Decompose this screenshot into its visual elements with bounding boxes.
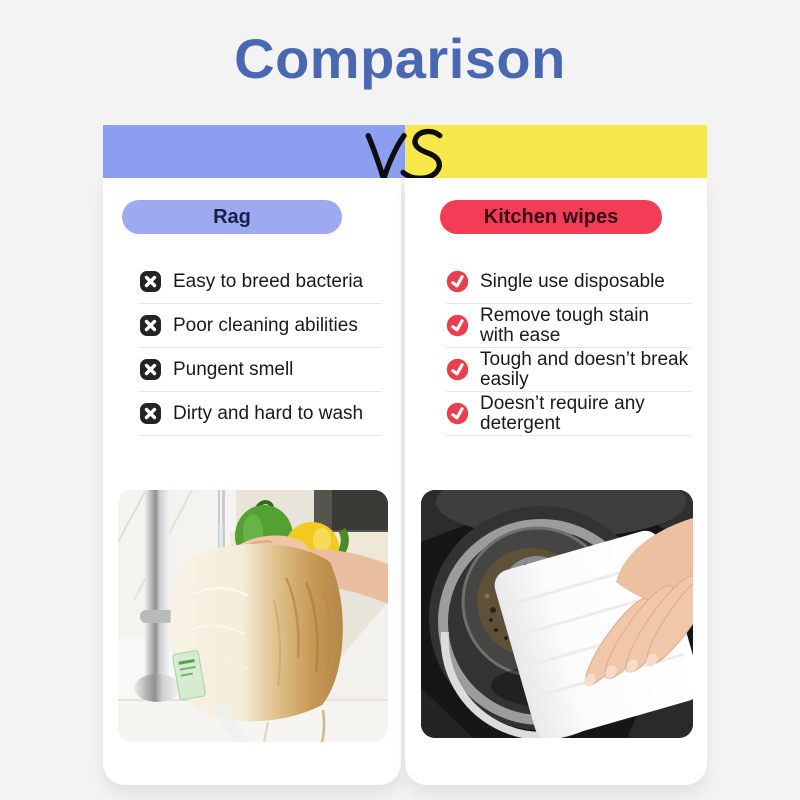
list-item-label: Single use disposable: [480, 270, 665, 292]
kitchen-wipes-header-pill: Kitchen wipes: [440, 200, 662, 234]
rag-card: Rag Easy to breed bacteria Poor cleaning…: [103, 178, 401, 785]
list-item: Tough and doesn’t break easily: [446, 348, 691, 392]
page-title: Comparison: [234, 27, 566, 90]
kitchen-wipes-header-label: Kitchen wipes: [483, 205, 619, 228]
rag-header-pill: Rag: [122, 200, 342, 234]
list-item: Easy to breed bacteria: [139, 260, 382, 304]
vs-banner: [103, 125, 707, 189]
cross-icon: [139, 402, 162, 425]
list-item: Dirty and hard to wash: [139, 392, 382, 436]
list-item-label: Remove tough stain with ease: [480, 304, 649, 346]
list-item-label: Pungent smell: [173, 358, 294, 380]
check-icon: [446, 314, 469, 337]
list-item: Pungent smell: [139, 348, 382, 392]
list-item: Doesn’t require any detergent: [446, 392, 691, 436]
list-item-label: Doesn’t require any detergent: [480, 392, 645, 434]
rag-photo: [118, 490, 388, 742]
rag-cons-list: Easy to breed bacteria Poor cleaning abi…: [103, 260, 401, 436]
vs-lettering: [365, 128, 443, 189]
wipes-pros-list: Single use disposable Remove tough stain…: [405, 260, 707, 436]
cross-icon: [139, 358, 162, 381]
banner-right-yellow: [405, 125, 707, 178]
banner-left-blue: [103, 125, 405, 178]
wipes-photo: [421, 490, 693, 738]
list-item: Single use disposable: [446, 260, 691, 304]
check-icon: [446, 270, 469, 293]
list-item: Remove tough stain with ease: [446, 304, 691, 348]
check-icon: [446, 358, 469, 381]
list-item: Poor cleaning abilities: [139, 304, 382, 348]
check-icon: [446, 402, 469, 425]
list-item-label: Dirty and hard to wash: [173, 402, 364, 424]
cross-icon: [139, 270, 162, 293]
list-item-label: Poor cleaning abilities: [173, 314, 358, 336]
list-item-label: Easy to breed bacteria: [173, 270, 364, 292]
list-item-label: Tough and doesn’t break easily: [480, 348, 689, 390]
rag-header-label: Rag: [213, 205, 251, 228]
kitchen-wipes-card: Kitchen wipes Single use disposable Remo…: [405, 178, 707, 785]
cross-icon: [139, 314, 162, 337]
